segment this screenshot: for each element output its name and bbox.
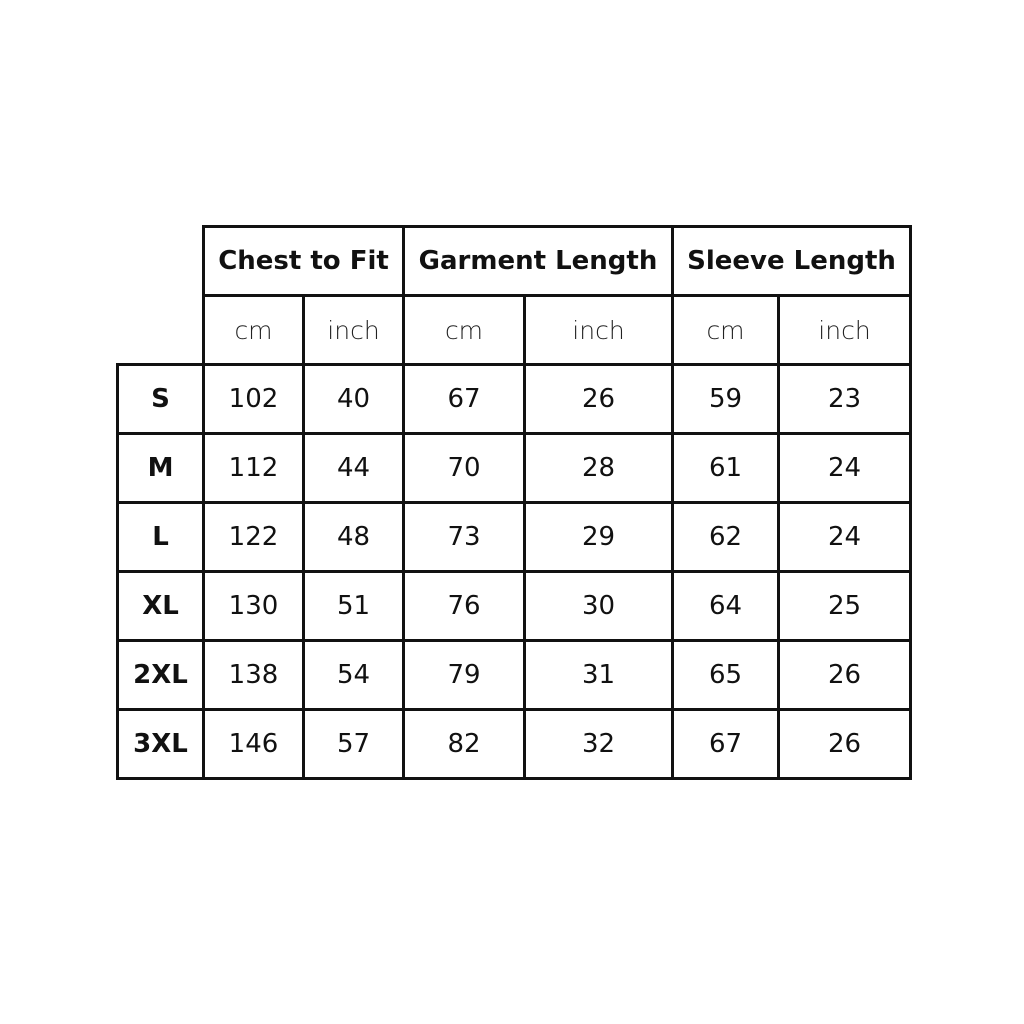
measurement-cell: 26 [523, 363, 674, 435]
table-row: L 122 48 73 29 62 24 [116, 501, 912, 573]
measurement-cell: 138 [202, 639, 305, 711]
measurement-cell: 76 [402, 570, 526, 642]
unit-header: cm [671, 294, 780, 366]
measurement-cell: 32 [523, 708, 674, 780]
size-label: 2XL [116, 639, 205, 711]
measurement-cell: 51 [302, 570, 405, 642]
measurement-cell: 24 [777, 432, 912, 504]
measurement-cell: 82 [402, 708, 526, 780]
measurement-cell: 146 [202, 708, 305, 780]
measurement-cell: 26 [777, 639, 912, 711]
size-label: XL [116, 570, 205, 642]
measurement-cell: 25 [777, 570, 912, 642]
column-group-header: Chest to Fit [202, 225, 405, 297]
unit-header: cm [402, 294, 526, 366]
header-row: Chest to Fit Garment Length Sleeve Length [118, 225, 912, 297]
column-group-header: Garment Length [402, 225, 674, 297]
measurement-cell: 54 [302, 639, 405, 711]
measurement-cell: 64 [671, 570, 780, 642]
measurement-cell: 59 [671, 363, 780, 435]
measurement-cell: 48 [302, 501, 405, 573]
column-group-header: Sleeve Length [671, 225, 912, 297]
measurement-cell: 24 [777, 501, 912, 573]
measurement-cell: 65 [671, 639, 780, 711]
measurement-cell: 23 [777, 363, 912, 435]
measurement-cell: 73 [402, 501, 526, 573]
measurement-cell: 44 [302, 432, 405, 504]
measurement-cell: 79 [402, 639, 526, 711]
measurement-cell: 62 [671, 501, 780, 573]
measurement-cell: 130 [202, 570, 305, 642]
unit-header: inch [523, 294, 674, 366]
size-chart-table: Chest to Fit Garment Length Sleeve Length c… [116, 225, 912, 780]
measurement-cell: 29 [523, 501, 674, 573]
unit-header: cm [202, 294, 305, 366]
unit-header: inch [777, 294, 912, 366]
size-label: S [116, 363, 205, 435]
measurement-cell: 67 [402, 363, 526, 435]
size-label: 3XL [116, 708, 205, 780]
table-row: 3XL 146 57 82 32 67 26 [116, 708, 912, 780]
measurement-cell: 57 [302, 708, 405, 780]
empty-corner-cell [118, 227, 204, 296]
measurement-cell: 112 [202, 432, 305, 504]
measurement-cell: 67 [671, 708, 780, 780]
table-row: XL 130 51 76 30 64 25 [116, 570, 912, 642]
unit-row: cm inch cm inch cm inch [118, 294, 912, 366]
measurement-cell: 28 [523, 432, 674, 504]
measurement-cell: 61 [671, 432, 780, 504]
empty-corner-cell [118, 296, 204, 365]
table-row: S 102 40 67 26 59 23 [116, 363, 912, 435]
size-label: L [116, 501, 205, 573]
measurement-cell: 30 [523, 570, 674, 642]
table-row: M 112 44 70 28 61 24 [116, 432, 912, 504]
measurement-cell: 102 [202, 363, 305, 435]
measurement-cell: 70 [402, 432, 526, 504]
unit-header: inch [302, 294, 405, 366]
measurement-cell: 31 [523, 639, 674, 711]
measurement-cell: 26 [777, 708, 912, 780]
table-row: 2XL 138 54 79 31 65 26 [116, 639, 912, 711]
size-label: M [116, 432, 205, 504]
measurement-cell: 40 [302, 363, 405, 435]
measurement-cell: 122 [202, 501, 305, 573]
